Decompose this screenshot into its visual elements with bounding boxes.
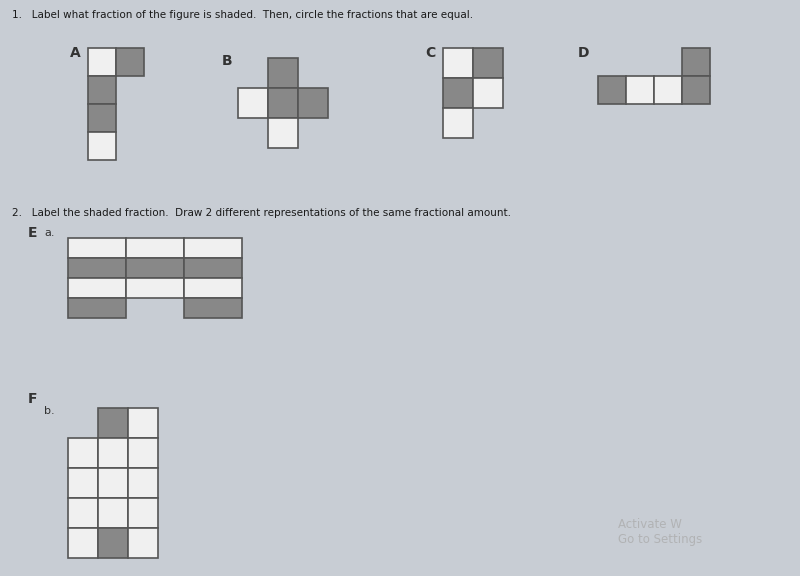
- Bar: [126, 278, 184, 298]
- Bar: [98, 438, 128, 468]
- Bar: [654, 76, 682, 104]
- Bar: [682, 48, 710, 76]
- Bar: [88, 132, 116, 160]
- Text: C: C: [425, 46, 435, 60]
- Bar: [443, 78, 473, 108]
- Bar: [68, 468, 98, 498]
- Bar: [98, 468, 128, 498]
- Text: A: A: [70, 46, 81, 60]
- Bar: [68, 528, 98, 558]
- Text: E: E: [28, 226, 38, 240]
- Bar: [473, 48, 503, 78]
- Bar: [443, 108, 473, 138]
- Text: b.: b.: [44, 406, 54, 416]
- Bar: [98, 528, 128, 558]
- Bar: [68, 498, 98, 528]
- Bar: [98, 408, 128, 438]
- Bar: [184, 298, 242, 318]
- Bar: [126, 258, 184, 278]
- Bar: [126, 238, 184, 258]
- Bar: [128, 408, 158, 438]
- Text: B: B: [222, 54, 233, 68]
- Bar: [68, 298, 126, 318]
- Bar: [682, 76, 710, 104]
- Bar: [298, 88, 328, 118]
- Bar: [88, 48, 116, 76]
- Text: a.: a.: [44, 228, 54, 238]
- Bar: [128, 468, 158, 498]
- Bar: [98, 498, 128, 528]
- Bar: [68, 438, 98, 468]
- Bar: [68, 258, 126, 278]
- Bar: [473, 78, 503, 108]
- Bar: [68, 238, 126, 258]
- Text: 2.   Label the shaded fraction.  Draw 2 different representations of the same fr: 2. Label the shaded fraction. Draw 2 dif…: [12, 208, 511, 218]
- Bar: [128, 528, 158, 558]
- Bar: [68, 278, 126, 298]
- Bar: [128, 498, 158, 528]
- Bar: [88, 76, 116, 104]
- Bar: [268, 88, 298, 118]
- Bar: [184, 258, 242, 278]
- Text: 1.   Label what fraction of the figure is shaded.  Then, circle the fractions th: 1. Label what fraction of the figure is …: [12, 10, 473, 20]
- Bar: [184, 238, 242, 258]
- Bar: [598, 76, 626, 104]
- Text: D: D: [578, 46, 590, 60]
- Bar: [128, 438, 158, 468]
- Text: F: F: [28, 392, 38, 406]
- Bar: [238, 88, 268, 118]
- Bar: [88, 104, 116, 132]
- Bar: [268, 58, 298, 88]
- Bar: [626, 76, 654, 104]
- Bar: [116, 48, 144, 76]
- Bar: [184, 278, 242, 298]
- Text: Activate W
Go to Settings: Activate W Go to Settings: [618, 518, 702, 546]
- Bar: [443, 48, 473, 78]
- Bar: [268, 118, 298, 148]
